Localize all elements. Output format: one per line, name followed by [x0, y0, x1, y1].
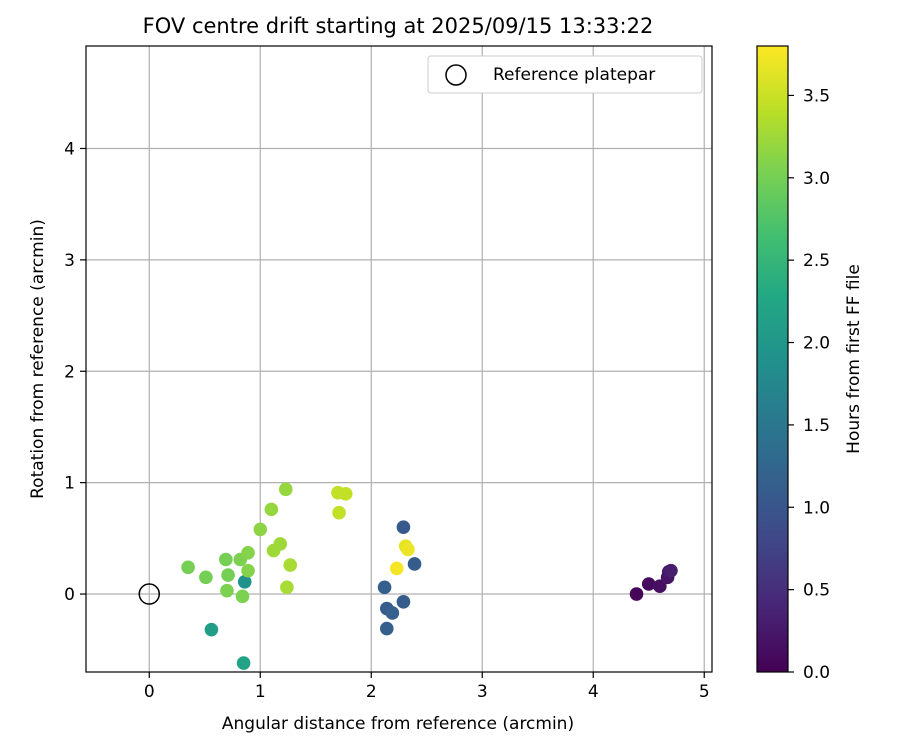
colorbar-tick-label: 1.0	[803, 498, 830, 518]
scatter-point	[280, 580, 294, 595]
colorbar-tick-label: 3.0	[803, 169, 830, 189]
scatter-point	[241, 563, 255, 578]
y-tick-label: 1	[64, 474, 75, 494]
legend-entry: Reference platepar	[493, 65, 655, 85]
x-tick-label: 2	[366, 682, 377, 702]
legend-box	[427, 55, 703, 94]
scatter-point	[664, 563, 678, 578]
scatter-point	[629, 587, 644, 601]
chart-title: FOV centre drift starting at 2025/09/15 …	[143, 14, 654, 38]
scatter-point	[407, 557, 422, 571]
colorbar-gradient	[756, 45, 789, 673]
scatter-point	[385, 606, 400, 620]
colorbar-tick-label: 3.5	[803, 86, 830, 106]
scatter-point	[237, 574, 252, 589]
colorbar-tick-label: 0.0	[803, 663, 830, 683]
scatter-point	[396, 520, 411, 534]
scatter-point	[278, 482, 293, 497]
legend-marker-icon	[445, 64, 467, 86]
colorbar-tick-label: 1.5	[803, 416, 830, 436]
colorbar-tick-label: 2.5	[803, 251, 830, 271]
scatter-point	[653, 579, 667, 594]
scatter-point	[389, 561, 404, 576]
x-tick-label: 4	[588, 682, 599, 702]
scatter-point	[181, 560, 195, 575]
scatter-point	[264, 502, 279, 517]
x-tick-label: 1	[255, 682, 266, 702]
colorbar-tick-label: 0.5	[803, 581, 830, 601]
scatter-point	[199, 570, 213, 585]
y-tick-label: 2	[64, 362, 75, 382]
scatter-point	[283, 558, 298, 572]
y-axis-label: Rotation from reference (arcmin)	[28, 219, 48, 499]
scatter-point	[219, 552, 233, 567]
scatter-point	[401, 542, 415, 557]
y-axis-ticks: 0 1 2 3 4	[64, 139, 86, 605]
scatter-points	[138, 482, 678, 670]
x-axis-label: Angular distance from reference (arcmin)	[222, 714, 574, 734]
plot-frame	[85, 45, 713, 673]
scatter-point	[332, 505, 346, 520]
scatter-point	[221, 568, 235, 582]
legend: Reference platepar	[427, 55, 703, 94]
scatter-point	[396, 595, 411, 609]
scatter-point	[220, 583, 234, 598]
scatter-point	[253, 522, 268, 537]
scatter-point	[241, 546, 255, 560]
colorbar-label: Hours from first FF file	[844, 264, 864, 454]
colorbar: 0.0 0.5 1.0 1.5 2.0 2.5 3.0 3.5 Hours from firs…	[756, 45, 864, 683]
reference-platepar-marker	[138, 583, 161, 605]
scatter-point	[377, 580, 392, 595]
y-tick-label: 0	[64, 585, 75, 605]
grid-lines	[86, 46, 712, 672]
scatter-point	[379, 621, 394, 636]
x-tick-label: 5	[699, 682, 710, 702]
scatter-point	[235, 589, 250, 604]
x-tick-label: 0	[144, 682, 155, 702]
scatter-point	[338, 486, 353, 501]
x-tick-label: 3	[477, 682, 488, 702]
scatter-point	[641, 577, 656, 591]
y-tick-label: 4	[64, 139, 75, 159]
scatter-point	[204, 622, 219, 637]
y-tick-label: 3	[64, 251, 75, 271]
scatter-point	[236, 656, 251, 670]
x-axis-ticks: 0 1 2 3 4 5	[144, 672, 710, 702]
colorbar-tick-label: 2.0	[803, 334, 830, 354]
scatter-point	[273, 537, 288, 551]
colorbar-ticks: 0.0 0.5 1.0 1.5 2.0 2.5 3.0 3.5	[788, 86, 830, 683]
